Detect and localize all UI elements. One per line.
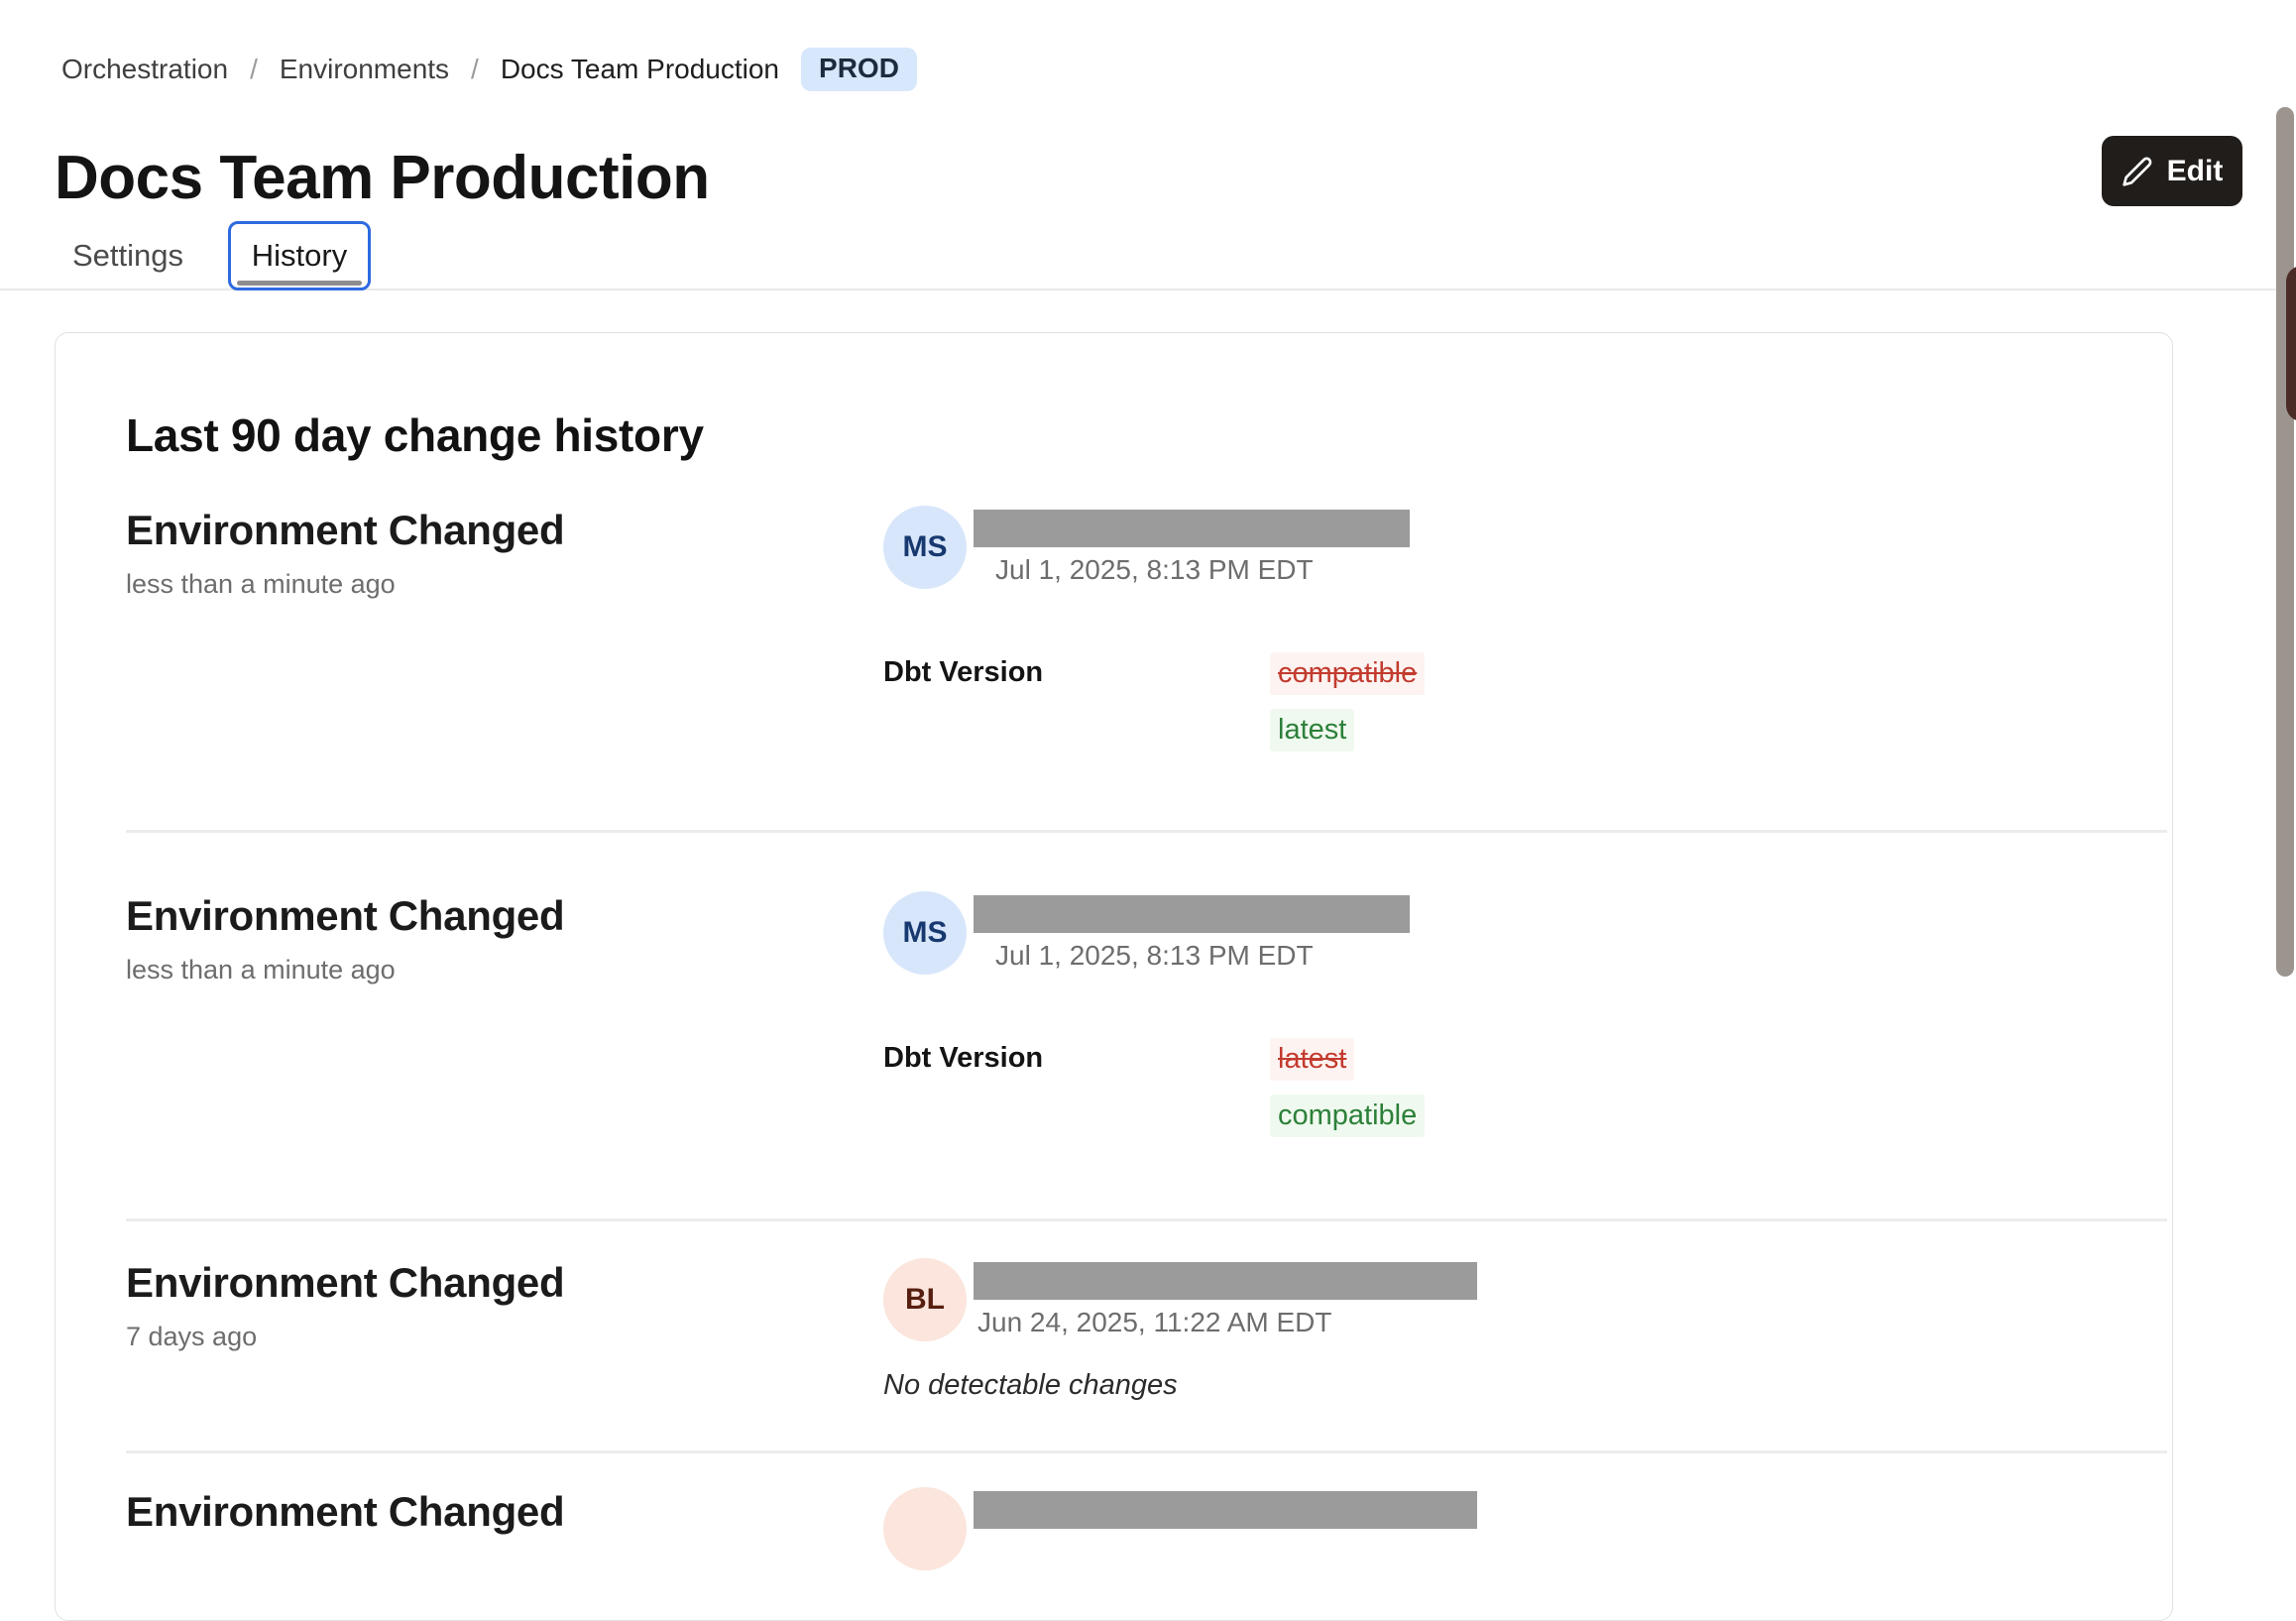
redacted-name-bar: [974, 1491, 1477, 1529]
entry-time-ago: less than a minute ago: [126, 569, 396, 599]
breadcrumb: Orchestration / Environments / Docs Team…: [61, 48, 917, 91]
prod-badge: PROD: [801, 48, 917, 91]
breadcrumb-current-page[interactable]: Docs Team Production: [500, 54, 780, 84]
entry-timestamp: Jul 1, 2025, 8:13 PM EDT: [995, 554, 1314, 585]
tab-history[interactable]: History: [228, 221, 371, 290]
history-card: Last 90 day change history Environment C…: [55, 332, 2173, 1621]
redacted-name-bar: [974, 510, 1410, 547]
new-value: latest: [1270, 709, 1355, 752]
active-tab-indicator: [237, 281, 362, 286]
new-value: compatible: [1270, 1095, 1426, 1137]
history-entry: Environment Changed less than a minute a…: [126, 830, 2167, 1218]
breadcrumb-environments[interactable]: Environments: [279, 54, 450, 84]
entry-time-ago: 7 days ago: [126, 1322, 258, 1351]
entry-timestamp: Jun 24, 2025, 11:22 AM EDT: [977, 1307, 1332, 1337]
entry-user: MS Jul 1, 2025, 8:13 PM EDT: [883, 506, 2167, 589]
entry-user: [883, 1487, 2167, 1570]
entry-user: BL Jun 24, 2025, 11:22 AM EDT: [883, 1258, 2167, 1341]
no-changes-text: No detectable changes: [883, 1369, 1178, 1401]
redacted-name-bar: [974, 1262, 1477, 1300]
scrollbar-thumb[interactable]: [2276, 107, 2294, 977]
card-heading: Last 90 day change history: [126, 409, 704, 461]
breadcrumb-separator: /: [471, 54, 479, 84]
history-entry: Environment Changed: [126, 1450, 2167, 1570]
tab-history-label: History: [251, 238, 348, 273]
tabs-divider: [0, 289, 2296, 290]
old-value: latest: [1270, 1038, 1355, 1081]
avatar: MS: [883, 891, 967, 975]
entry-time-ago: less than a minute ago: [126, 955, 396, 984]
entry-title: Environment Changed: [126, 507, 565, 553]
avatar-initials: MS: [902, 530, 948, 563]
breadcrumb-separator: /: [250, 54, 258, 84]
entry-changes: Dbt Version latest compatible: [883, 1038, 2167, 1137]
change-field-label: Dbt Version: [883, 656, 1044, 688]
page-title: Docs Team Production: [55, 144, 710, 212]
entry-user: MS Jul 1, 2025, 8:13 PM EDT: [883, 891, 2167, 975]
avatar: MS: [883, 506, 967, 589]
avatar: [883, 1487, 967, 1570]
breadcrumb-orchestration[interactable]: Orchestration: [61, 54, 229, 84]
right-edge-tab[interactable]: [2286, 266, 2296, 421]
edit-button-label: Edit: [2166, 154, 2224, 187]
entry-title: Environment Changed: [126, 1259, 565, 1306]
tab-settings[interactable]: Settings: [72, 238, 184, 273]
entry-timestamp: Jul 1, 2025, 8:13 PM EDT: [995, 940, 1314, 971]
entry-title: Environment Changed: [126, 892, 565, 939]
avatar: BL: [883, 1258, 967, 1341]
history-entry: Environment Changed 7 days ago BL Jun 24…: [126, 1218, 2167, 1450]
redacted-name-bar: [974, 895, 1410, 933]
edit-button[interactable]: Edit: [2102, 136, 2242, 206]
history-entry: Environment Changed less than a minute a…: [126, 506, 2167, 830]
avatar-initials: BL: [905, 1283, 945, 1316]
avatar-initials: MS: [902, 916, 948, 949]
change-field-label: Dbt Version: [883, 1042, 1044, 1074]
pencil-icon: [2122, 157, 2152, 186]
old-value: compatible: [1270, 652, 1426, 695]
entry-changes: Dbt Version compatible latest: [883, 652, 2167, 752]
